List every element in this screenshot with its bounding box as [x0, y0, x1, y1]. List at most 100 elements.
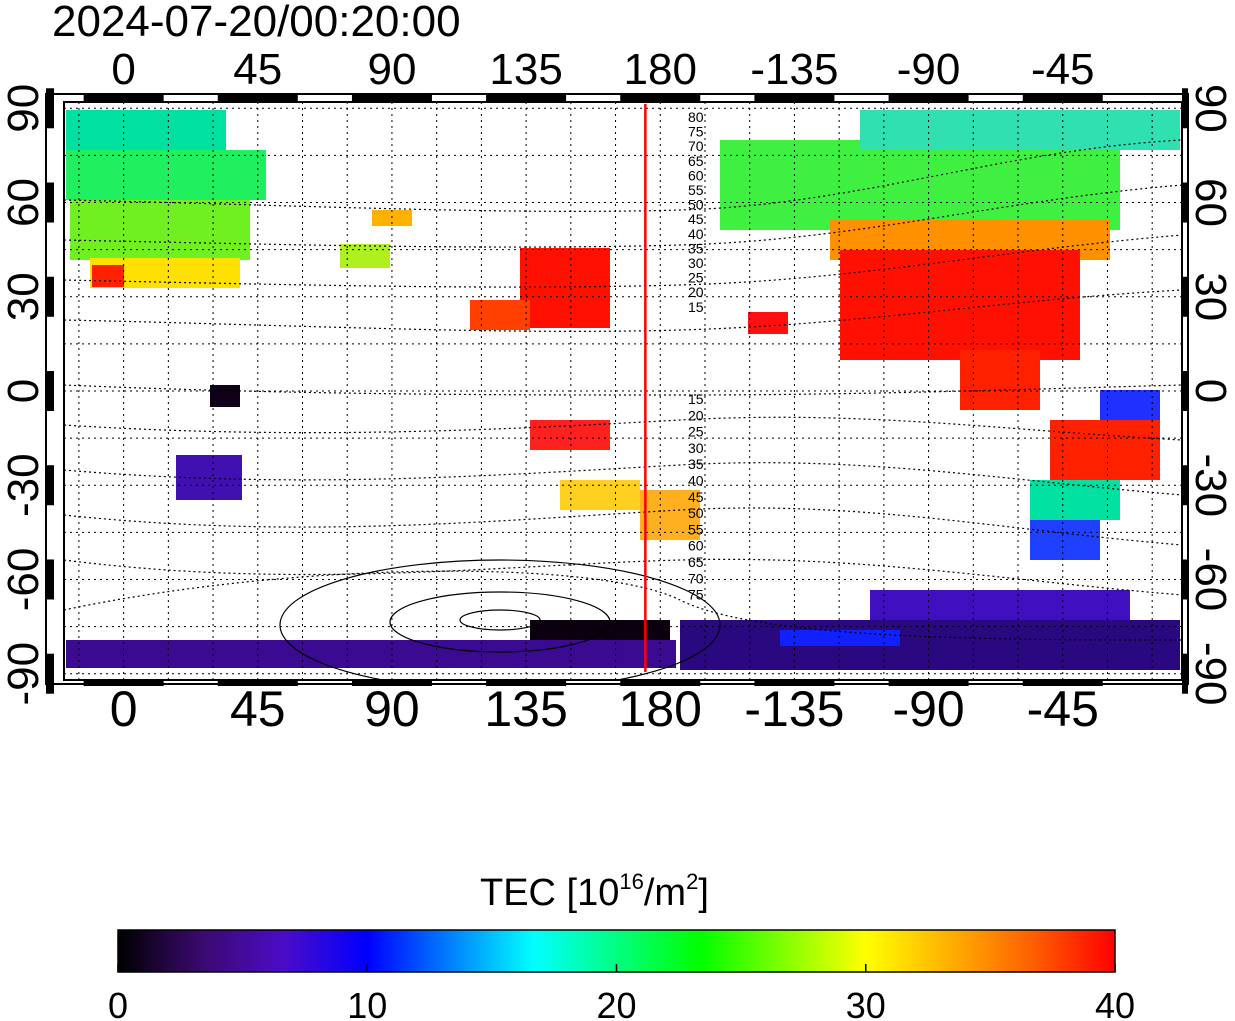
tec-region-east-asia [520, 248, 610, 328]
bottom-lon-tick-label: 90 [364, 681, 420, 737]
contour-label: 50 [688, 505, 704, 521]
bottom-lon-tick-label: -135 [744, 681, 844, 737]
right-tick-bar [1182, 182, 1188, 223]
contour-label: 40 [688, 226, 704, 242]
top-tick-bar [351, 94, 432, 102]
top-lon-tick-label: 0 [111, 45, 135, 94]
right-lat-tick-label: -90 [1186, 642, 1235, 706]
map-title: 2024-07-20/00:20:00 [52, 0, 461, 46]
contour-label: 60 [688, 167, 704, 183]
contour-label: 15 [688, 391, 704, 407]
top-lon-tick-label: 90 [367, 45, 416, 94]
top-tick-bar [1022, 94, 1103, 102]
contour-label: 60 [688, 538, 704, 554]
left-tick-bar [46, 653, 54, 694]
right-lat-tick-label: -30 [1186, 453, 1235, 517]
contour-line [64, 570, 1182, 641]
tec-region-europe-arctic [66, 110, 226, 150]
tec-region-scandinavia [66, 150, 266, 200]
left-tick-bar [46, 182, 54, 223]
bottom-longitude-ticks: 0 45 90 135 180 -135 -90 -45 [83, 680, 1103, 737]
tec-region-usa [840, 250, 1080, 360]
tec-region-patagonia [1030, 520, 1100, 560]
contour-label: 20 [688, 407, 704, 423]
bottom-tick-bar [486, 680, 567, 686]
top-lon-tick-label: -135 [750, 45, 838, 94]
tec-region-brazil-north [1100, 390, 1160, 420]
contour-label: 25 [688, 270, 704, 286]
contour-label: 75 [688, 124, 704, 140]
left-latitude-ticks: 90 60 30 0 -30 -60 -90 [0, 84, 54, 706]
bottom-tick-bar [217, 680, 298, 686]
right-tick-bar [1182, 371, 1188, 411]
contour-label: 55 [688, 521, 704, 537]
contour-label: 30 [688, 440, 704, 456]
contour-label: 35 [688, 240, 704, 256]
contour-label: 65 [688, 153, 704, 169]
contour-line [64, 462, 1182, 496]
contour-ring [459, 609, 541, 631]
tec-region-central-america [960, 350, 1040, 410]
right-lat-tick-label: 0 [1186, 379, 1235, 403]
bottom-lon-tick-label: 45 [230, 681, 286, 737]
right-lat-tick-label: 30 [1186, 272, 1235, 321]
colorbar-tick-label: 0 [108, 985, 128, 1021]
contour-line [64, 184, 1182, 248]
top-tick-bar [888, 94, 969, 102]
contour-label: 70 [688, 138, 704, 154]
bottom-lon-tick-label: -90 [892, 681, 964, 737]
top-tick-bar [486, 94, 567, 102]
top-tick-bar [620, 94, 701, 102]
tec-region-south-america [1030, 480, 1120, 520]
left-lat-tick-label: 30 [0, 272, 48, 321]
contour-line [64, 416, 1182, 441]
bottom-lon-tick-label: 180 [619, 681, 702, 737]
contour-line [64, 384, 1182, 396]
tec-region-antarctica-east [680, 620, 1180, 670]
colorbar-tick-label: 20 [596, 985, 636, 1021]
tec-region-arctic-na [860, 110, 1180, 150]
contour-label: 70 [688, 570, 704, 586]
tec-region-brazil [1050, 420, 1160, 480]
top-lon-tick-label: 180 [624, 45, 697, 94]
colorbar-tick-label: 40 [1095, 985, 1135, 1021]
tec-region-central-asia [340, 244, 390, 268]
top-longitude-ticks: 0 45 90 135 180 -135 -90 -45 [83, 45, 1103, 102]
bottom-lon-tick-label: 0 [110, 681, 138, 737]
top-lon-tick-label: 135 [489, 45, 562, 94]
colorbar: TEC [1016/m2] 0 10 20 30 40 [108, 869, 1135, 1021]
bottom-lon-tick-label: -45 [1027, 681, 1099, 737]
contour-line [64, 558, 1182, 596]
contour-label: 80 [688, 109, 704, 125]
contour-line [64, 139, 1182, 212]
tec-region-pacific-hawaii [748, 312, 788, 334]
tec-region-antarctica-dark [530, 620, 670, 640]
contour-ring [389, 591, 611, 653]
tec-region-canada [720, 140, 1120, 230]
south-pole-contours [279, 559, 721, 680]
contour-label: 50 [688, 197, 704, 213]
tec-region-europe [70, 200, 250, 260]
contour-label: 45 [688, 489, 704, 505]
contour-label: 75 [688, 587, 704, 603]
contour-label: 55 [688, 182, 704, 198]
contour-label: 35 [688, 456, 704, 472]
contour-line [64, 507, 1182, 546]
colorbar-ticks: 0 10 20 30 40 [108, 964, 1135, 1021]
contour-ring [279, 559, 721, 680]
tec-region-antarctica-west [66, 640, 676, 668]
right-tick-bar [1182, 653, 1188, 694]
right-lat-tick-label: 90 [1186, 84, 1235, 133]
colorbar-tick-label: 30 [846, 985, 886, 1021]
tec-region-southern-africa [176, 455, 242, 500]
tec-region-tasman [560, 480, 640, 510]
colorbar-tick-label: 10 [347, 985, 387, 1021]
left-lat-tick-label: 60 [0, 178, 48, 227]
colorbar-label: TEC [1016/m2] [480, 869, 709, 914]
top-tick-bar [217, 94, 298, 102]
top-lon-tick-label: -45 [1031, 45, 1095, 94]
bottom-tick-bar [620, 680, 701, 686]
